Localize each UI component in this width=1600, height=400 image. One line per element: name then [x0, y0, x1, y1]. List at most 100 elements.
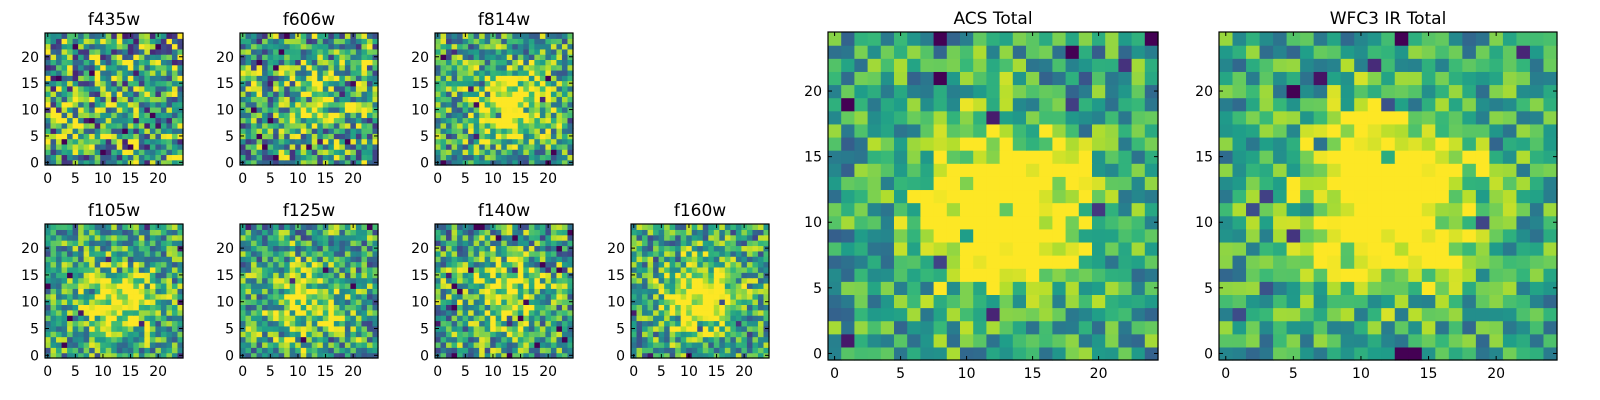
heatmap-cell — [631, 240, 638, 247]
heatmap-cell — [539, 75, 546, 82]
heatmap-cell — [517, 59, 524, 66]
heatmap-cell — [446, 266, 453, 273]
heatmap-cell — [149, 229, 156, 236]
heatmap-cell — [339, 154, 346, 161]
heatmap-cell — [333, 85, 340, 92]
heatmap-cell — [72, 96, 79, 103]
heatmap-cell — [708, 266, 715, 273]
heatmap-cell — [278, 138, 285, 145]
heatmap-cell — [702, 336, 709, 343]
heatmap-cell — [495, 245, 502, 252]
heatmap-cell — [435, 250, 442, 257]
heatmap-cell — [328, 117, 335, 124]
heatmap-cell — [355, 96, 363, 103]
heatmap-cell — [262, 309, 269, 316]
heatmap-cell — [669, 266, 676, 273]
heatmap-cell — [127, 240, 134, 247]
heatmap-cell — [83, 101, 90, 108]
heatmap-cell — [713, 272, 720, 279]
heatmap-cell — [240, 347, 247, 354]
plot-frame — [630, 223, 770, 359]
heatmap-cell — [344, 240, 351, 247]
heatmap-cell — [284, 128, 291, 134]
heatmap-cell — [479, 101, 486, 108]
heatmap-cell — [366, 128, 374, 134]
heatmap-cell — [479, 309, 486, 316]
heatmap-cell — [724, 341, 731, 348]
heatmap-cell — [127, 96, 134, 103]
heatmap-cell — [278, 54, 285, 60]
heatmap-cell — [501, 91, 508, 97]
heatmap-cell — [841, 150, 855, 164]
heatmap-cell — [686, 256, 693, 263]
heatmap-cell — [642, 234, 649, 241]
heatmap-cell — [501, 149, 508, 156]
heatmap-cell — [171, 261, 179, 268]
heatmap-cell — [473, 75, 480, 82]
heatmap-cell — [440, 315, 447, 322]
heatmap-cell — [50, 154, 57, 161]
heatmap-cell — [177, 91, 184, 97]
heatmap-cell — [78, 304, 85, 311]
heatmap-cell — [479, 282, 486, 289]
heatmap-cell — [322, 54, 329, 60]
heatmap-cell — [484, 101, 491, 108]
heatmap-cell — [78, 117, 85, 124]
heatmap-cell — [658, 272, 665, 279]
heatmap-cell — [361, 48, 368, 55]
heatmap-cell — [539, 112, 546, 119]
heatmap-cell — [920, 346, 935, 361]
heatmap-cell — [311, 229, 318, 236]
heatmap-cell — [523, 38, 530, 45]
heatmap-cell — [256, 149, 263, 156]
heatmap-cell — [512, 299, 519, 305]
heatmap-cell — [262, 43, 269, 50]
heatmap-cell — [155, 325, 162, 332]
heatmap-cell — [138, 299, 145, 305]
heatmap-cell — [306, 272, 313, 279]
heatmap-cell — [1131, 294, 1146, 309]
heatmap-cell — [245, 101, 252, 108]
heatmap-cell — [658, 261, 665, 268]
heatmap-cell — [100, 293, 107, 300]
heatmap-cell — [647, 266, 654, 273]
heatmap-cell — [841, 228, 855, 243]
heatmap-cell — [333, 69, 340, 76]
heatmap-cell — [669, 229, 676, 236]
heatmap-cell — [1078, 320, 1093, 335]
heatmap-cell — [284, 54, 291, 60]
heatmap-cell — [960, 294, 974, 309]
heatmap-cell — [67, 224, 74, 230]
heatmap-cell — [468, 250, 475, 257]
heatmap-cell — [561, 299, 569, 305]
heatmap-cell — [56, 149, 63, 156]
heatmap-cell — [245, 54, 252, 60]
heatmap-cell — [171, 224, 179, 230]
heatmap-cell — [105, 112, 112, 119]
heatmap-cell — [289, 112, 296, 119]
heatmap-cell — [295, 101, 302, 108]
heatmap-cell — [333, 288, 340, 295]
heatmap-cell — [72, 117, 79, 124]
heatmap-cell — [328, 282, 335, 289]
heatmap-cell — [746, 288, 754, 295]
heatmap-cell — [631, 315, 638, 322]
heatmap-cell — [517, 288, 524, 295]
heatmap-cell — [256, 59, 263, 66]
heatmap-cell — [133, 245, 140, 252]
heatmap-cell — [501, 69, 508, 76]
heatmap-cell — [933, 150, 948, 164]
heatmap-cell — [355, 224, 363, 230]
heatmap-cell — [473, 229, 480, 236]
heatmap-cell — [333, 320, 340, 327]
heatmap-cell — [484, 80, 491, 87]
heatmap-cell — [960, 346, 974, 361]
heatmap-cell — [675, 245, 682, 252]
heatmap-cell — [262, 54, 269, 60]
heatmap-cell — [479, 272, 486, 279]
heatmap-cell — [528, 117, 535, 124]
heatmap-cell — [457, 80, 464, 87]
heatmap-cell — [50, 293, 57, 300]
heatmap-cell — [539, 224, 546, 230]
heatmap-cell — [273, 299, 280, 305]
